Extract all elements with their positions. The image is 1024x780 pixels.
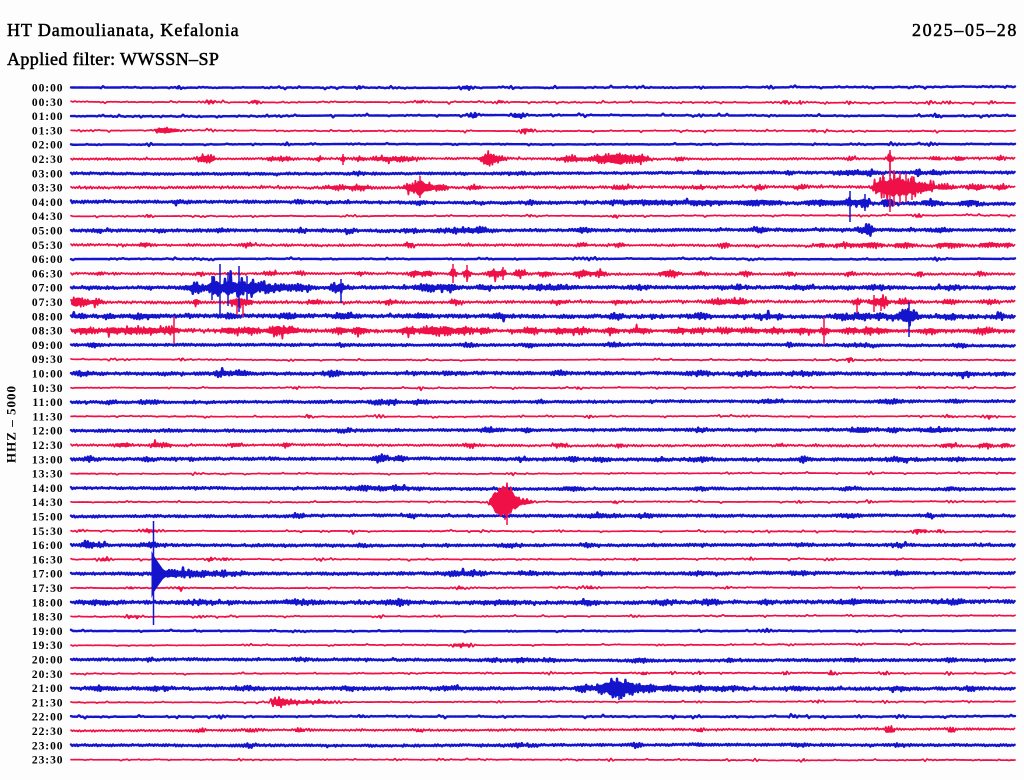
svg-text:10:00: 10:00 — [32, 369, 64, 381]
svg-text:18:00: 18:00 — [32, 597, 64, 609]
svg-text:01:00: 01:00 — [32, 111, 64, 123]
svg-text:02:00: 02:00 — [32, 140, 64, 152]
svg-text:2025–05–28: 2025–05–28 — [912, 20, 1018, 40]
svg-text:19:30: 19:30 — [32, 640, 64, 652]
svg-text:02:30: 02:30 — [32, 154, 64, 166]
svg-text:22:30: 22:30 — [32, 726, 64, 738]
svg-text:Applied filter: WWSSN–SP: Applied filter: WWSSN–SP — [7, 49, 219, 69]
svg-text:00:00: 00:00 — [32, 83, 64, 95]
svg-text:20:30: 20:30 — [32, 669, 64, 681]
svg-text:15:30: 15:30 — [32, 526, 64, 538]
svg-text:11:30: 11:30 — [33, 411, 64, 423]
svg-text:08:30: 08:30 — [32, 326, 64, 338]
svg-text:09:00: 09:00 — [32, 340, 64, 352]
svg-text:16:30: 16:30 — [32, 554, 64, 566]
svg-text:16:00: 16:00 — [32, 540, 64, 552]
svg-text:19:00: 19:00 — [32, 626, 64, 638]
svg-text:08:00: 08:00 — [32, 311, 64, 323]
svg-text:20:00: 20:00 — [32, 655, 64, 667]
svg-text:13:00: 13:00 — [32, 454, 64, 466]
svg-text:09:30: 09:30 — [32, 354, 64, 366]
svg-text:05:00: 05:00 — [32, 226, 64, 238]
svg-text:17:30: 17:30 — [32, 583, 64, 595]
svg-text:21:00: 21:00 — [32, 683, 64, 695]
svg-text:17:00: 17:00 — [32, 569, 64, 581]
svg-text:03:30: 03:30 — [32, 183, 64, 195]
svg-text:07:00: 07:00 — [32, 283, 64, 295]
svg-text:00:30: 00:30 — [32, 97, 64, 109]
svg-text:14:30: 14:30 — [32, 497, 64, 509]
svg-text:22:00: 22:00 — [32, 712, 64, 724]
svg-text:06:00: 06:00 — [32, 254, 64, 266]
svg-text:HHZ – 5000: HHZ – 5000 — [4, 385, 19, 463]
svg-text:14:00: 14:00 — [32, 483, 64, 495]
svg-text:03:00: 03:00 — [32, 168, 64, 180]
svg-text:01:30: 01:30 — [32, 125, 64, 137]
svg-text:21:30: 21:30 — [32, 697, 64, 709]
svg-text:04:30: 04:30 — [32, 211, 64, 223]
svg-text:06:30: 06:30 — [32, 268, 64, 280]
svg-text:12:30: 12:30 — [32, 440, 64, 452]
svg-text:11:00: 11:00 — [33, 397, 64, 409]
svg-text:HT Damoulianata, Kefalonia: HT Damoulianata, Kefalonia — [7, 20, 240, 40]
svg-text:10:30: 10:30 — [32, 383, 64, 395]
svg-text:13:30: 13:30 — [32, 469, 64, 481]
svg-text:07:30: 07:30 — [32, 297, 64, 309]
svg-text:12:00: 12:00 — [32, 426, 64, 438]
svg-text:05:30: 05:30 — [32, 240, 64, 252]
svg-text:15:00: 15:00 — [32, 512, 64, 524]
svg-text:23:30: 23:30 — [32, 755, 64, 767]
svg-text:23:00: 23:00 — [32, 740, 64, 752]
svg-text:18:30: 18:30 — [32, 612, 64, 624]
svg-text:04:00: 04:00 — [32, 197, 64, 209]
